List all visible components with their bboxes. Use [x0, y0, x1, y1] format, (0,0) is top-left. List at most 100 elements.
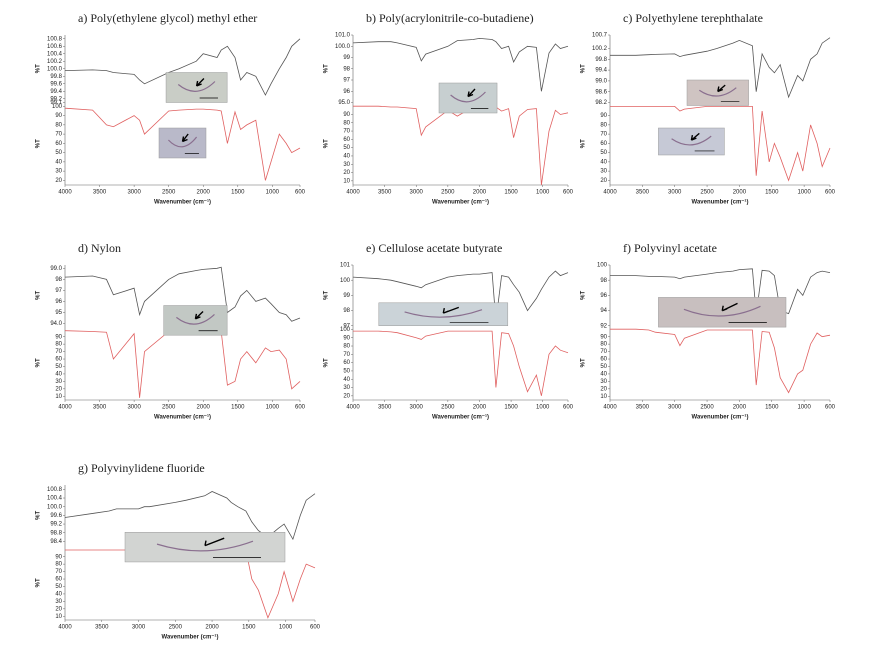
- y-tick-label: 100: [52, 104, 63, 110]
- arrow: [721, 302, 738, 312]
- y-tick-label: 30: [55, 599, 62, 605]
- x-tick-label: 1000: [266, 190, 280, 196]
- y-tick-label: 100.2: [47, 59, 63, 65]
- y-tick-label: 99.0: [595, 78, 607, 84]
- y-tick-label: 50: [343, 369, 350, 375]
- panel-title: f) Polyvinyl acetate: [623, 241, 717, 255]
- x-tick-label: 1000: [266, 405, 280, 411]
- y-tick-label: 20: [343, 170, 350, 176]
- y-tick-label: 101: [340, 263, 351, 269]
- y-tick-label: 97: [343, 323, 350, 329]
- y-tick-label: 50: [343, 145, 350, 151]
- spectrum-line: [64, 38, 301, 96]
- panel-title: b) Poly(acrylonitrile-co-butadiene): [366, 11, 534, 25]
- x-tick-label: 2500: [162, 190, 176, 196]
- x-tick-label: 2500: [162, 405, 176, 411]
- y-tick-label: 20: [600, 386, 607, 392]
- spectrum-line: [352, 37, 569, 92]
- x-tick-label: 3500: [93, 190, 107, 196]
- sample-fragment: [698, 87, 737, 97]
- x-tick-label: 1500: [765, 405, 779, 411]
- x-axis-label: Wavenumber (cm⁻¹): [432, 414, 489, 421]
- y-tick-label: 99.4: [595, 68, 607, 74]
- y-tick-label: 98: [600, 278, 607, 284]
- inset-photo: [658, 297, 787, 328]
- y-tick-label: 98.2: [595, 100, 607, 106]
- x-tick-label: 600: [563, 405, 574, 411]
- y-tick-label: 96: [343, 89, 350, 95]
- x-tick-label: 2500: [700, 190, 714, 196]
- inset-photo: [378, 302, 509, 326]
- spectrum-line: [610, 268, 831, 315]
- arrow: [467, 88, 476, 98]
- inset-photo: [438, 82, 498, 114]
- y-tick-label: 80: [343, 344, 350, 350]
- x-tick-label: 3000: [668, 405, 682, 411]
- x-tick-label: 3000: [410, 190, 424, 196]
- y-tick-label: 97: [343, 78, 350, 84]
- y-tick-label: 60: [343, 360, 350, 366]
- y-tick-label: 99.8: [50, 74, 62, 80]
- y-tick-label: 100: [340, 327, 351, 333]
- x-axis-label: Wavenumber (cm⁻¹): [154, 414, 211, 421]
- x-tick-label: 2000: [473, 190, 487, 196]
- y-axis-label: %T: [36, 64, 42, 73]
- x-tick-label: 3500: [636, 405, 650, 411]
- x-tick-label: 4000: [603, 405, 617, 411]
- x-tick-label: 2500: [441, 190, 455, 196]
- y-tick-label: 40: [343, 154, 350, 160]
- y-tick-label: 95.0: [338, 100, 350, 106]
- y-axis-label: %T: [36, 139, 42, 148]
- spectrum-line: [64, 330, 301, 398]
- y-tick-label: 50: [600, 150, 607, 156]
- y-tick-label: 90: [343, 335, 350, 341]
- y-axis-label: %T: [581, 139, 587, 148]
- y-tick-label: 10: [600, 394, 607, 400]
- x-axis-label: Wavenumber (cm⁻¹): [692, 414, 749, 421]
- y-axis-label: %T: [36, 358, 42, 367]
- x-tick-label: 600: [825, 190, 836, 196]
- x-tick-label: 600: [563, 190, 574, 196]
- y-axis-label: %T: [36, 578, 42, 587]
- y-tick-label: 99: [343, 293, 350, 299]
- x-tick-label: 600: [295, 190, 306, 196]
- spectrum-line: [64, 266, 301, 322]
- y-tick-label: 90: [600, 334, 607, 340]
- x-tick-label: 2500: [441, 405, 455, 411]
- y-tick-label: 70: [55, 132, 62, 138]
- x-tick-label: 1000: [797, 405, 811, 411]
- sample-fragment: [404, 309, 483, 318]
- sample-fragment: [177, 81, 216, 92]
- spectrum-line: [353, 330, 569, 396]
- y-tick-label: 96: [55, 299, 62, 305]
- y-tick-label: 99.6: [50, 513, 62, 519]
- y-tick-label: 70: [343, 129, 350, 135]
- x-tick-label: 2000: [197, 405, 211, 411]
- y-tick-label: 80: [55, 562, 62, 568]
- arrow: [442, 306, 460, 314]
- panel-title: a) Poly(ethylene glycol) methyl ether: [78, 11, 257, 25]
- x-tick-label: 2500: [700, 405, 714, 411]
- y-tick-label: 30: [600, 169, 607, 175]
- y-tick-label: 100.7: [592, 33, 608, 39]
- x-tick-label: 3000: [132, 625, 146, 631]
- y-tick-label: 20: [55, 386, 62, 392]
- x-tick-label: 1500: [504, 405, 518, 411]
- x-tick-label: 4000: [58, 190, 72, 196]
- x-tick-label: 1500: [231, 405, 245, 411]
- y-tick-label: 90: [343, 112, 350, 118]
- x-tick-label: 2000: [205, 625, 219, 631]
- x-tick-label: 3000: [127, 190, 141, 196]
- y-tick-label: 30: [343, 162, 350, 168]
- y-tick-label: 20: [600, 178, 607, 184]
- y-tick-label: 97: [55, 288, 62, 294]
- spectrum-line: [610, 328, 831, 394]
- y-tick-label: 99: [343, 55, 350, 61]
- x-tick-label: 3000: [127, 405, 141, 411]
- y-tick-label: 60: [55, 357, 62, 363]
- x-tick-label: 3500: [378, 405, 392, 411]
- panel: e) Cellulose acetate butyrate 97 98 99 100 10…: [324, 241, 574, 421]
- x-axis-label: Wavenumber (cm⁻¹): [154, 199, 211, 206]
